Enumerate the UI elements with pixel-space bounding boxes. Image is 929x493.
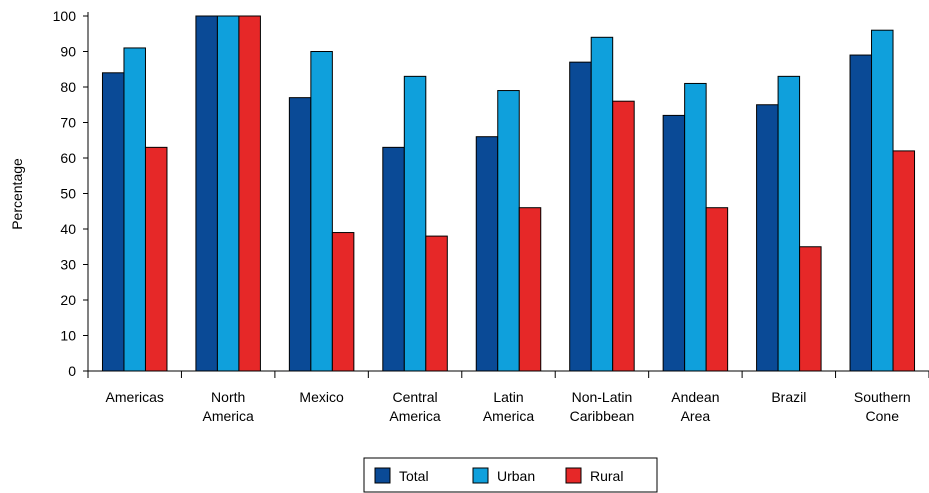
legend-swatch-urban: [472, 467, 489, 484]
y-axis-label: Percentage: [9, 158, 25, 230]
y-tick-label: 50: [60, 186, 76, 202]
y-axis: 0 10 20 30 40 50 60 70 80 90 100: [53, 8, 88, 379]
bar-urban: [310, 51, 333, 372]
bar-rural: [892, 150, 916, 372]
x-tick-label: Brazil: [771, 389, 806, 405]
y-tick-label: 90: [60, 44, 76, 60]
x-tick-label: Cone: [866, 408, 900, 424]
legend-swatch-total: [374, 467, 391, 484]
bar-urban: [590, 36, 614, 372]
bar-rural: [799, 246, 822, 372]
legend-box: [363, 457, 658, 493]
bar-total: [382, 146, 405, 372]
bar-urban: [777, 75, 801, 372]
x-tick-label: North: [211, 389, 245, 405]
x-tick-label: Andean: [671, 389, 719, 405]
bar-total: [475, 136, 499, 372]
bar-urban: [871, 29, 894, 372]
bar-total: [756, 104, 779, 372]
x-tick-label: Latin: [493, 389, 523, 405]
bar-rural: [144, 146, 168, 372]
x-tick-label: Americas: [106, 389, 164, 405]
y-tick-label: 20: [60, 292, 76, 308]
y-tick-label: 30: [60, 257, 76, 273]
bar-rural: [612, 100, 635, 372]
x-tick-label: Caribbean: [570, 408, 635, 424]
bar-rural: [518, 207, 542, 372]
bar-total: [288, 97, 312, 372]
bar-rural: [331, 232, 355, 372]
y-tick-label: 80: [60, 79, 76, 95]
y-tick-label: 60: [60, 150, 76, 166]
bar-urban: [684, 82, 707, 372]
y-tick-label: 100: [53, 8, 77, 24]
bar-urban: [123, 47, 146, 372]
legend-swatch-rural: [565, 467, 582, 484]
bar-rural: [238, 15, 261, 372]
x-tick-label: Southern: [854, 389, 911, 405]
x-tick-label: America: [202, 408, 254, 424]
legend-label-rural: Rural: [590, 468, 623, 484]
bar-rural: [705, 207, 729, 372]
y-tick-label: 0: [68, 363, 76, 379]
bar-rural: [425, 235, 448, 372]
bar-total: [849, 54, 873, 372]
x-tick-label: Area: [681, 408, 711, 424]
y-tick-label: 70: [60, 115, 76, 131]
x-tick-label: Mexico: [299, 389, 344, 405]
bar-total: [569, 61, 592, 372]
bar-urban: [216, 15, 240, 372]
x-tick-label: America: [483, 408, 535, 424]
bars: [101, 15, 916, 372]
legend: Total Urban Rural: [363, 457, 658, 493]
x-tick-label: Central: [392, 389, 437, 405]
bar-urban: [497, 90, 520, 372]
bar-urban: [403, 75, 427, 372]
x-tick-label: America: [389, 408, 441, 424]
legend-label-total: Total: [399, 468, 429, 484]
y-tick-label: 40: [60, 221, 76, 237]
bar-total: [195, 15, 218, 372]
legend-label-urban: Urban: [497, 468, 535, 484]
y-tick-label: 10: [60, 328, 76, 344]
x-tick-label: Non-Latin: [572, 389, 633, 405]
bar-total: [662, 114, 686, 372]
x-axis: Americas North America Mexico Central America…: [87, 371, 929, 424]
bar-total: [101, 72, 125, 372]
